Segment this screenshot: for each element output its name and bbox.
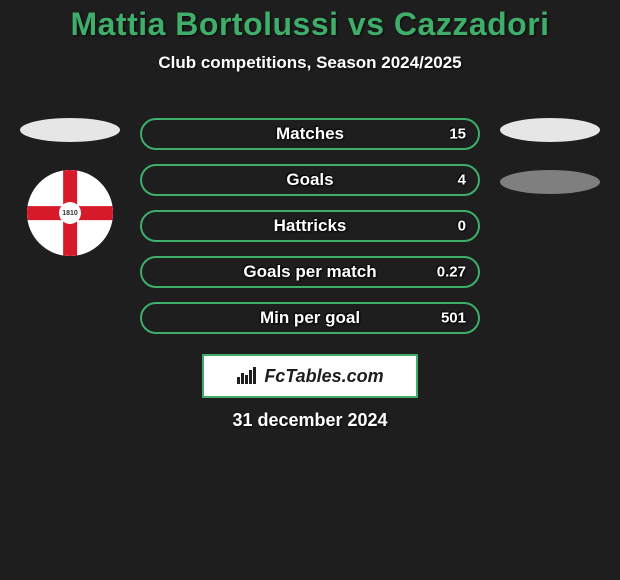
stat-bar-value: 4 xyxy=(458,172,466,189)
stat-bar-value: 15 xyxy=(449,126,466,143)
stat-bar-label: Goals xyxy=(286,170,333,190)
stat-bar-value: 0 xyxy=(458,218,466,235)
fctables-text: FcTables.com xyxy=(264,366,383,387)
right-player-column xyxy=(490,118,610,222)
badge-center-ring: 1810 xyxy=(59,202,81,224)
stat-bar: Min per goal 501 xyxy=(140,302,480,334)
left-player-column: 1810 xyxy=(10,118,130,256)
stat-bar: Goals per match 0.27 xyxy=(140,256,480,288)
stat-bar-label: Matches xyxy=(276,124,344,144)
stat-bar: Matches 15 xyxy=(140,118,480,150)
club-badge: 1810 xyxy=(27,170,113,256)
stat-bar-label: Min per goal xyxy=(260,308,360,328)
comparison-infographic: Mattia Bortolussi vs Cazzadori Club comp… xyxy=(0,0,620,580)
stat-bar-label: Hattricks xyxy=(274,216,347,236)
date-line: 31 december 2024 xyxy=(0,410,620,431)
fctables-badge: FcTables.com xyxy=(202,354,418,398)
stat-bar-value: 501 xyxy=(441,310,466,327)
stat-bar: Goals 4 xyxy=(140,164,480,196)
stat-bar-value: 0.27 xyxy=(437,264,466,281)
badge-year: 1810 xyxy=(62,210,78,217)
page-subtitle: Club competitions, Season 2024/2025 xyxy=(0,53,620,73)
bar-chart-icon xyxy=(236,367,258,385)
right-player-ellipse-1 xyxy=(500,118,600,142)
stat-bar-label: Goals per match xyxy=(243,262,376,282)
stat-bar: Hattricks 0 xyxy=(140,210,480,242)
right-player-ellipse-2 xyxy=(500,170,600,194)
page-title: Mattia Bortolussi vs Cazzadori xyxy=(0,0,620,43)
left-player-ellipse xyxy=(20,118,120,142)
stat-bars: Matches 15 Goals 4 Hattricks 0 Goals per match… xyxy=(140,118,480,348)
